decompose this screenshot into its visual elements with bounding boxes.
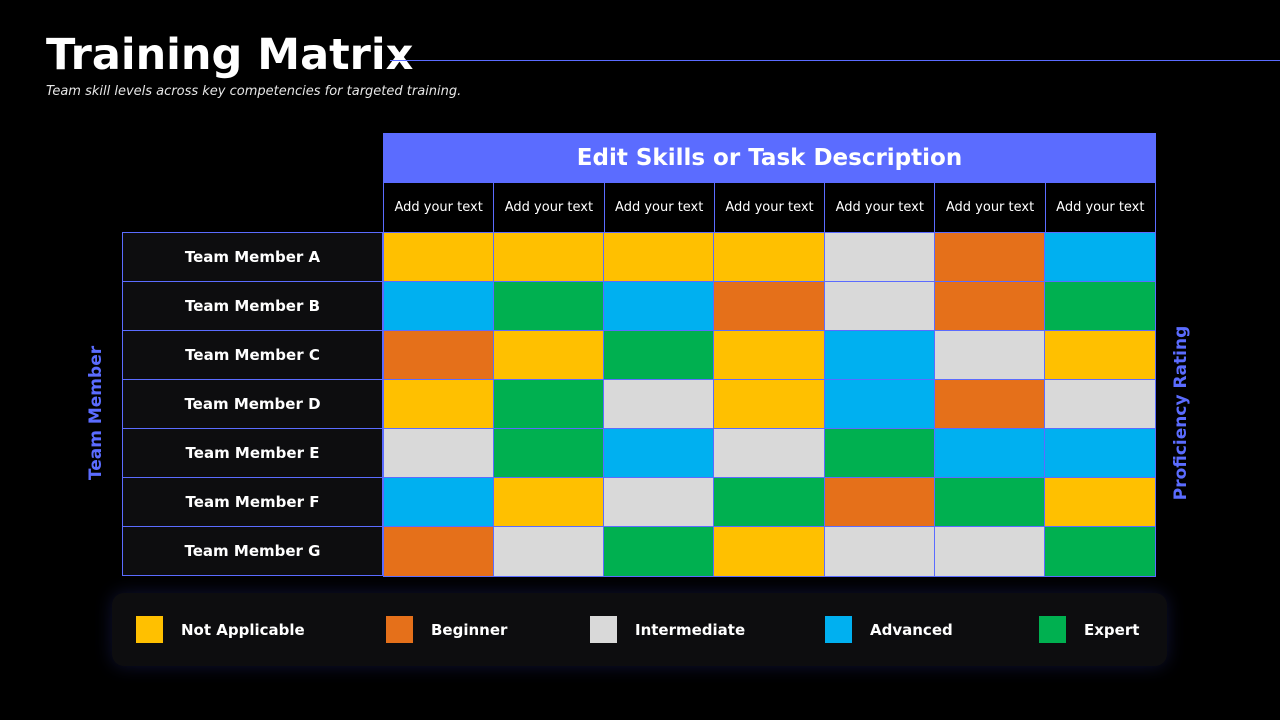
column-header-7: Add your text xyxy=(1044,183,1156,232)
legend-item: Expert xyxy=(1039,593,1139,666)
legend-swatch xyxy=(590,616,617,643)
page-subtitle: Team skill levels across key competencie… xyxy=(46,84,462,99)
heatmap-cell xyxy=(384,282,495,331)
heatmap-cell xyxy=(824,282,935,331)
column-header-2: Add your text xyxy=(493,183,603,232)
heatmap-cell xyxy=(714,380,825,429)
row-label-4: Team Member D xyxy=(122,379,383,428)
legend-label: Beginner xyxy=(431,620,508,639)
heatmap-cell xyxy=(1044,331,1155,380)
column-header-1: Add your text xyxy=(383,183,493,232)
heatmap-cell xyxy=(494,429,605,478)
heatmap-cell xyxy=(824,331,935,380)
heatmap-cell xyxy=(604,478,715,527)
heatmap-cell xyxy=(604,282,715,331)
heatmap-cell xyxy=(934,331,1045,380)
heatmap-cell xyxy=(714,331,825,380)
column-header-6: Add your text xyxy=(934,183,1044,232)
row-label-6: Team Member F xyxy=(122,477,383,526)
legend-item: Beginner xyxy=(386,593,507,666)
row-label-3: Team Member C xyxy=(122,330,383,379)
heatmap-cell xyxy=(494,233,605,282)
legend: Not Applicable Beginner Intermediate Advanc… xyxy=(112,593,1167,666)
title-divider xyxy=(390,60,1280,61)
heatmap-cell xyxy=(604,380,715,429)
heatmap-cell xyxy=(1044,478,1155,527)
legend-item: Intermediate xyxy=(590,593,745,666)
heatmap-cell xyxy=(604,331,715,380)
heatmap-cell xyxy=(824,527,935,576)
heatmap-cell xyxy=(494,527,605,576)
heatmap-cell xyxy=(714,282,825,331)
heatmap-cell xyxy=(714,527,825,576)
heatmap-cell xyxy=(824,233,935,282)
legend-swatch xyxy=(1039,616,1066,643)
column-header-5: Add your text xyxy=(824,183,934,232)
heatmap-cell xyxy=(934,380,1045,429)
row-label-5: Team Member E xyxy=(122,428,383,477)
row-label-2: Team Member B xyxy=(122,281,383,330)
heatmap-cell xyxy=(934,429,1045,478)
heatmap-cell xyxy=(1044,380,1155,429)
heatmap-cell xyxy=(604,429,715,478)
heatmap-cell xyxy=(934,282,1045,331)
heatmap-cell xyxy=(714,233,825,282)
heatmap-cell xyxy=(934,478,1045,527)
heatmap-cell xyxy=(384,527,495,576)
heatmap-cell xyxy=(384,331,495,380)
legend-label: Not Applicable xyxy=(181,620,305,639)
legend-item: Not Applicable xyxy=(136,593,305,666)
heatmap-cell xyxy=(714,478,825,527)
heatmap-cell xyxy=(824,380,935,429)
legend-label: Expert xyxy=(1084,620,1140,639)
column-header-3: Add your text xyxy=(603,183,714,232)
y-axis-label: Team Member xyxy=(86,345,106,481)
skills-header: Edit Skills or Task Description xyxy=(383,133,1156,183)
heatmap-cell xyxy=(494,478,605,527)
row-label-1: Team Member A xyxy=(122,232,383,281)
row-label-7: Team Member G xyxy=(122,526,383,576)
heatmap-cell xyxy=(494,331,605,380)
heatmap-cell xyxy=(604,233,715,282)
legend-label: Intermediate xyxy=(635,620,746,639)
heatmap-cell xyxy=(1044,282,1155,331)
heatmap-cell xyxy=(1044,527,1155,576)
heatmap-cell xyxy=(494,380,605,429)
heatmap-cell xyxy=(384,429,495,478)
legend-swatch xyxy=(386,616,413,643)
heatmap-cell xyxy=(384,380,495,429)
column-headers: Add your text Add your text Add your text A… xyxy=(383,183,1156,232)
heatmap-cell xyxy=(604,527,715,576)
legend-label: Advanced xyxy=(870,620,953,639)
legend-item: Advanced xyxy=(825,593,953,666)
heatmap-grid xyxy=(383,232,1156,577)
page-title: Training Matrix xyxy=(46,30,414,80)
heatmap-cell xyxy=(1044,233,1155,282)
heatmap-cell xyxy=(824,429,935,478)
column-header-4: Add your text xyxy=(713,183,824,232)
heatmap-cell xyxy=(384,233,495,282)
legend-swatch xyxy=(825,616,852,643)
heatmap-cell xyxy=(934,527,1045,576)
heatmap-cell xyxy=(1044,429,1155,478)
heatmap-cell xyxy=(714,429,825,478)
heatmap-cell xyxy=(934,233,1045,282)
heatmap-cell xyxy=(494,282,605,331)
heatmap-cell xyxy=(384,478,495,527)
right-axis-label: Proficiency Rating xyxy=(1171,325,1191,501)
heatmap-cell xyxy=(824,478,935,527)
legend-swatch xyxy=(136,616,163,643)
